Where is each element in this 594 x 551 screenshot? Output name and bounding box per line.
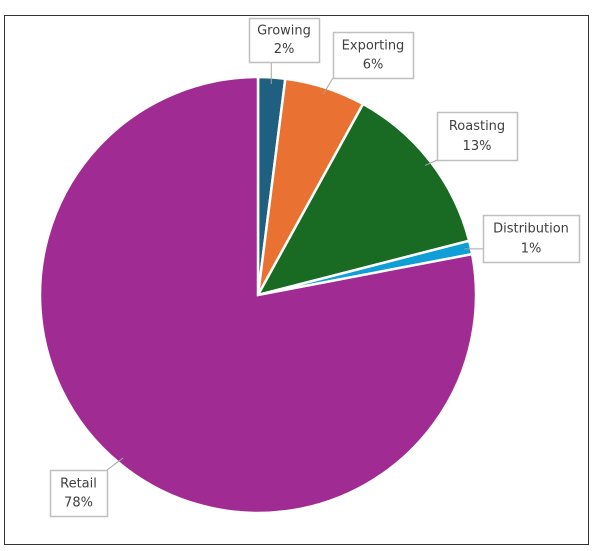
leader-line bbox=[106, 457, 124, 471]
pie-slice bbox=[38, 75, 478, 515]
label-value: 13% bbox=[463, 139, 492, 154]
label-name: Growing bbox=[257, 24, 311, 39]
label-box bbox=[49, 469, 109, 518]
label-name: Distribution bbox=[493, 222, 569, 237]
label-value: 6% bbox=[363, 58, 384, 73]
pie-slice bbox=[255, 102, 471, 297]
label-name: Retail bbox=[60, 476, 97, 491]
label-name: Exporting bbox=[342, 38, 405, 53]
label-value: 2% bbox=[274, 42, 295, 57]
leader-line bbox=[322, 77, 334, 95]
label-box bbox=[332, 31, 415, 80]
label-box bbox=[248, 17, 321, 64]
label-value: 1% bbox=[521, 241, 542, 256]
label-box bbox=[436, 111, 519, 162]
label-box bbox=[482, 214, 581, 264]
label-value: 78% bbox=[64, 496, 93, 511]
leader-line bbox=[424, 159, 438, 166]
label-name: Roasting bbox=[449, 119, 505, 134]
